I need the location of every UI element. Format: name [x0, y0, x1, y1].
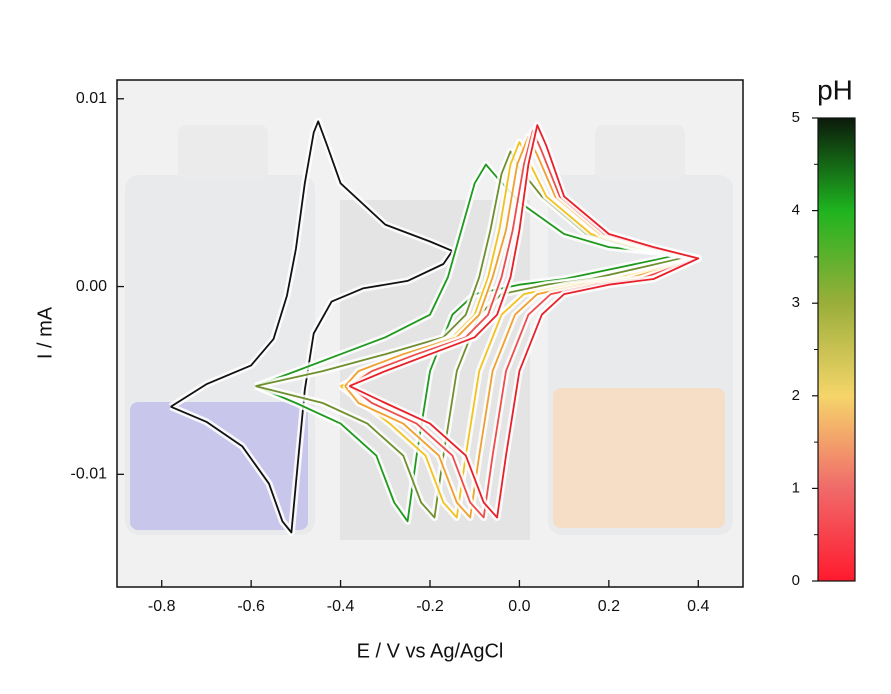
- colorbar-tick-label: 0: [792, 572, 800, 589]
- x-tick-label: 0.4: [687, 598, 709, 615]
- lid-right: [595, 125, 685, 180]
- x-tick-label: -0.6: [237, 598, 265, 615]
- y-axis-label: I / mA: [34, 306, 56, 359]
- colorbar-label: pH: [817, 74, 853, 105]
- x-tick-label: -0.8: [148, 598, 176, 615]
- colorbar-tick-label: 1: [792, 479, 800, 496]
- liquid-right: [553, 388, 725, 528]
- y-tick-label: 0.01: [76, 90, 107, 107]
- lid-left: [178, 125, 268, 180]
- y-tick-label: -0.01: [71, 466, 108, 483]
- x-tick-label: -0.2: [416, 598, 444, 615]
- colorbar-tick-label: 4: [792, 202, 800, 219]
- liquid-left: [130, 402, 308, 530]
- x-tick-label: 0.2: [598, 598, 620, 615]
- x-tick-label: 0.0: [508, 598, 530, 615]
- x-tick-label: -0.4: [327, 598, 355, 615]
- colorbar-tick-label: 5: [792, 109, 800, 126]
- colorbar: [817, 117, 856, 582]
- curves: [168, 117, 702, 536]
- colorbar-tick-label: 3: [792, 294, 800, 311]
- curve: [349, 124, 700, 519]
- x-axis-label: E / V vs Ag/AgCl: [357, 640, 504, 662]
- y-tick-label: 0.00: [76, 278, 107, 295]
- colorbar-tick-label: 2: [792, 387, 800, 404]
